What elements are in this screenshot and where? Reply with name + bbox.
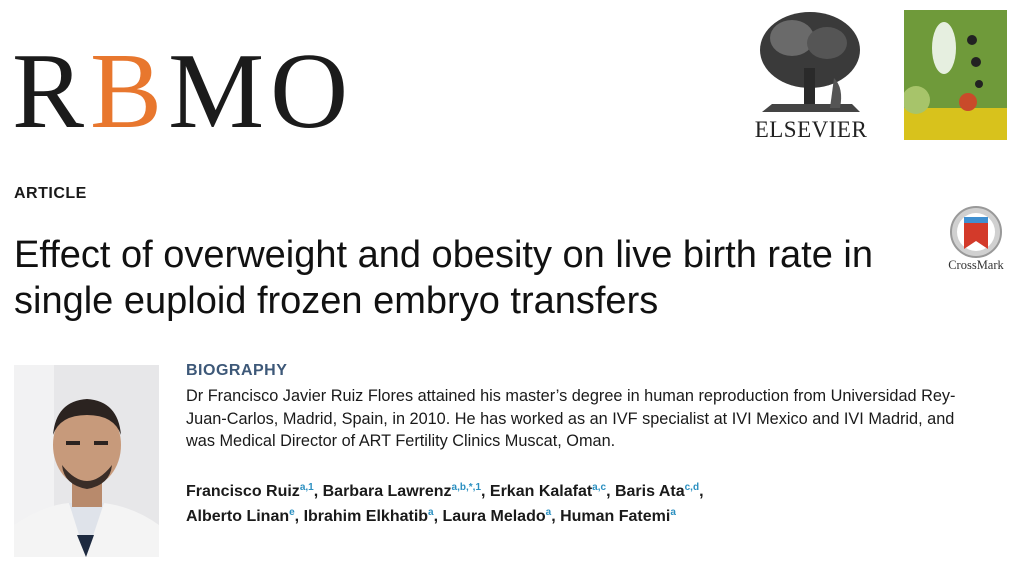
author-affiliation: a xyxy=(670,507,676,518)
author-list: Francisco Ruiza,1 Barbara Lawrenza,b,*,1… xyxy=(186,479,886,529)
logo-letter: B xyxy=(90,32,169,151)
journal-cover xyxy=(904,10,1007,140)
article-title: Effect of overweight and obesity on live… xyxy=(14,234,874,322)
author-affiliation: a xyxy=(545,507,552,518)
crossmark-label[interactable]: CrossMark xyxy=(948,258,1004,272)
author-affiliation: a,c xyxy=(592,482,607,493)
biography-heading: BIOGRAPHY xyxy=(186,362,288,379)
author-affiliation: c,d xyxy=(684,482,700,493)
author: Laura Meladoa xyxy=(442,507,560,526)
author: Francisco Ruiza,1 xyxy=(186,482,323,501)
author-name: Baris Ata xyxy=(614,483,685,500)
journal-logo: RBMO xyxy=(12,38,354,146)
author: Baris Atac,d xyxy=(614,482,704,501)
author: Erkan Kalafata,c xyxy=(489,482,615,501)
logo-letter: M xyxy=(168,32,271,151)
author-name: Ibrahim Elkhatib xyxy=(303,508,429,525)
author: Human Fatemia xyxy=(560,507,676,526)
publisher-name: ELSEVIER xyxy=(754,117,868,142)
author-affiliation: a,1 xyxy=(299,482,314,493)
logo-letter: O xyxy=(270,32,355,151)
biography-text: Dr Francisco Javier Ruiz Flores attained… xyxy=(186,387,956,450)
author-name: Francisco Ruiz xyxy=(186,483,300,500)
author: Ibrahim Elkhatiba xyxy=(303,507,443,526)
publisher-tree-logo xyxy=(752,8,870,118)
author-affiliation: a,b,*,1 xyxy=(451,482,482,493)
author-affiliation: e xyxy=(289,507,295,518)
author-name: Alberto Linan xyxy=(186,508,290,525)
crossmark-icon[interactable] xyxy=(948,205,1004,259)
author: Alberto Linane xyxy=(186,507,304,526)
author-name: Erkan Kalafat xyxy=(489,483,593,500)
section-label: ARTICLE xyxy=(14,185,87,202)
author-affiliation: a xyxy=(428,507,434,518)
author-photo xyxy=(14,365,159,557)
author: Barbara Lawrenza,b,*,1 xyxy=(322,482,490,501)
logo-letter: R xyxy=(12,32,91,151)
author-name: Barbara Lawrenz xyxy=(322,483,452,500)
author-name: Human Fatemi xyxy=(560,508,671,525)
author-name: Laura Melado xyxy=(442,508,546,525)
